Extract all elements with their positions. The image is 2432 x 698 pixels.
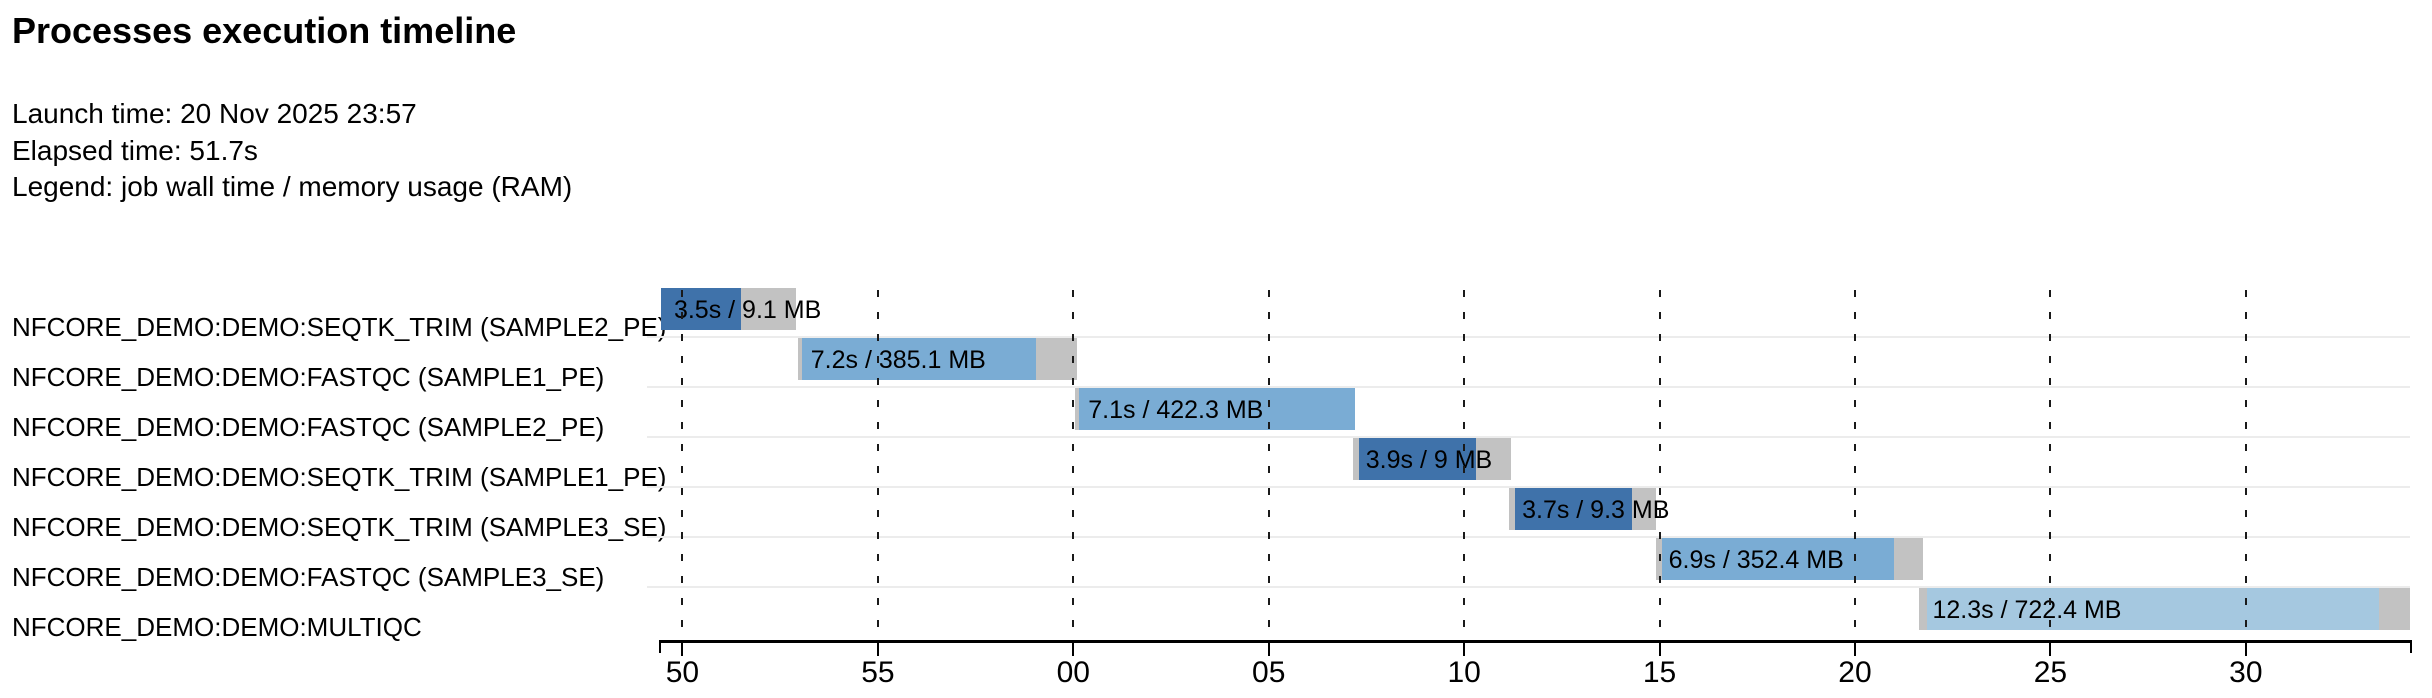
run-segment: [801, 338, 1037, 380]
task-bar-label: 3.7s / 9.3 MB: [1522, 496, 1670, 524]
page-title: Processes execution timeline: [12, 10, 517, 51]
axis-tick: [2244, 643, 2247, 656]
run-segment: [1358, 438, 1476, 480]
axis-tick-label: 50: [665, 656, 700, 689]
row-label: NFCORE_DEMO:DEMO:FASTQC (SAMPLE2_PE): [12, 412, 605, 442]
row-label: NFCORE_DEMO:DEMO:SEQTK_TRIM (SAMPLE3_SE): [12, 512, 667, 542]
axis-tick: [1267, 643, 1270, 656]
queue-segment: [1352, 438, 1359, 480]
row-separator: [647, 536, 2410, 538]
axis-tick-label: 20: [1838, 656, 1872, 689]
grid-line: [876, 290, 879, 640]
task-bar: 3.9s / 9 MB: [1352, 438, 1512, 480]
task-bar: 3.7s / 9.3 MB: [1509, 488, 1669, 530]
axis-end-tick: [659, 640, 661, 653]
task-bar: 3.5s / 9.1 MB: [660, 288, 821, 330]
task-bar: 7.1s / 422.3 MB: [1075, 388, 1355, 430]
axis-tick: [2049, 643, 2052, 656]
axis-tick-label: 00: [1056, 656, 1090, 689]
axis-tick: [681, 643, 684, 656]
report-header: Processes execution timeline Launch time…: [12, 10, 572, 206]
finish-segment: [1894, 538, 1924, 580]
task-bar-label: 7.2s / 385.1 MB: [810, 346, 986, 374]
elapsed-time-line: Elapsed time: 51.7s: [12, 134, 258, 166]
row-separator: [647, 486, 2410, 488]
row-label: NFCORE_DEMO:DEMO:FASTQC (SAMPLE1_PE): [12, 362, 605, 392]
axis-tick: [1463, 643, 1466, 656]
axis-tick-label: 05: [1252, 656, 1286, 689]
axis-tick-label: 15: [1642, 656, 1677, 689]
task-bar-label: 7.1s / 422.3 MB: [1088, 396, 1264, 424]
finish-segment: [1036, 338, 1078, 380]
row-separator: [647, 586, 2410, 588]
grid-line: [2244, 290, 2247, 640]
queue-segment: [1919, 588, 1928, 630]
axis-tick: [1853, 643, 1856, 656]
row-separator: [647, 386, 2410, 388]
grid-line: [681, 290, 684, 640]
axis-tick: [1658, 643, 1661, 656]
task-bar: 12.3s / 722.4 MB: [1919, 588, 2410, 630]
grid-line: [1072, 290, 1075, 640]
queue-segment: [1075, 388, 1080, 430]
finish-segment: [741, 288, 796, 330]
launch-time-line: Launch time: 20 Nov 2025 23:57: [12, 98, 417, 129]
queue-segment: [797, 338, 802, 380]
queue-segment: [1509, 488, 1515, 530]
task-bar-label: 12.3s / 722.4 MB: [1932, 596, 2122, 624]
legend-line: Legend: job wall time / memory usage (RA…: [12, 171, 573, 202]
task-bar-label: 3.9s / 9 MB: [1365, 446, 1493, 474]
axis-tick: [1072, 643, 1075, 656]
run-segment: [660, 288, 742, 330]
finish-segment: [1475, 438, 1512, 480]
axis-tick-label: 25: [2033, 656, 2068, 689]
grid-line: [1853, 290, 1856, 640]
row-label: NFCORE_DEMO:DEMO:SEQTK_TRIM (SAMPLE1_PE): [12, 462, 667, 492]
axis-tick: [876, 643, 879, 656]
run-segment: [1514, 488, 1633, 530]
task-bar-label: 6.9s / 352.4 MB: [1668, 546, 1844, 574]
axis-end-tick: [2410, 640, 2412, 653]
grid-line: [1267, 290, 1270, 640]
task-bar-label: 3.5s / 9.1 MB: [673, 296, 822, 324]
run-segment: [1079, 388, 1355, 430]
row-separator: [647, 336, 2410, 338]
row-label: NFCORE_DEMO:DEMO:FASTQC (SAMPLE3_SE): [12, 562, 605, 592]
task-bar: 7.2s / 385.1 MB: [797, 338, 1078, 380]
row-label: NFCORE_DEMO:DEMO:SEQTK_TRIM (SAMPLE2_PE): [12, 312, 667, 342]
run-segment: [1927, 588, 2379, 630]
row-separator: [647, 436, 2410, 438]
axis-tick-label: 10: [1447, 656, 1481, 689]
row-label: NFCORE_DEMO:DEMO:MULTIQC: [12, 612, 422, 642]
task-bar: 6.9s / 352.4 MB: [1655, 538, 1924, 580]
axis-tick-label: 30: [2229, 656, 2263, 689]
finish-segment: [2378, 588, 2410, 630]
axis-line: [659, 640, 2412, 643]
grid-line: [1463, 290, 1466, 640]
finish-segment: [1632, 488, 1656, 530]
grid-line: [1658, 290, 1661, 640]
grid-line: [2049, 290, 2052, 640]
axis-tick-label: 55: [861, 656, 895, 689]
